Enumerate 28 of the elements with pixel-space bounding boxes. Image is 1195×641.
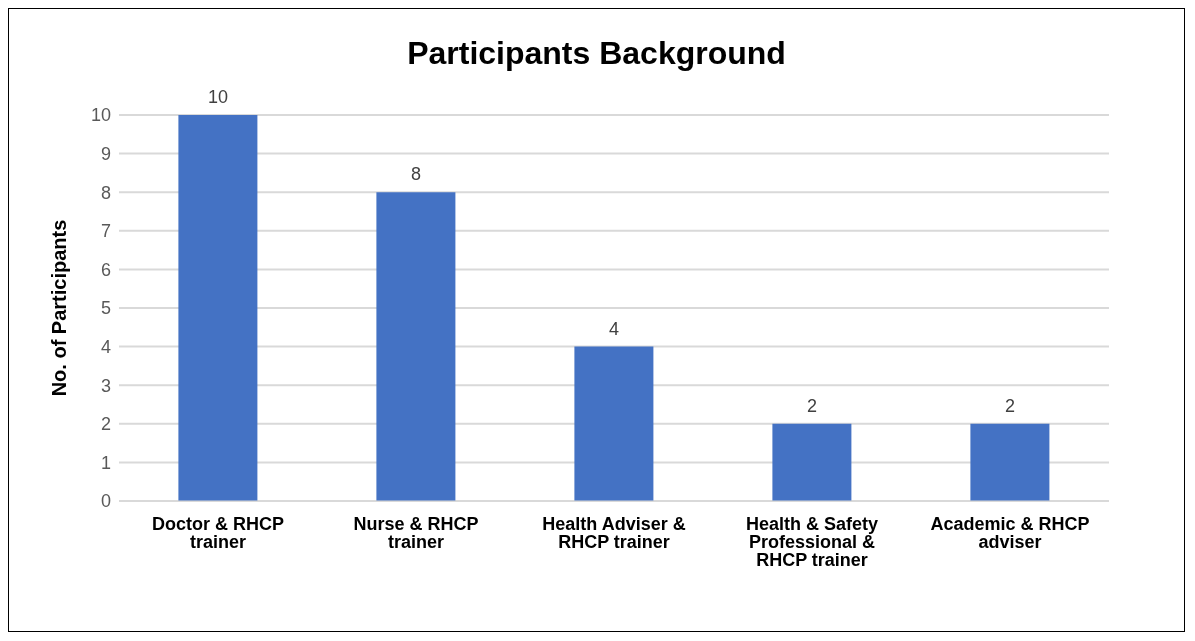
x-tick-label: Health Adviser & RHCP trainer	[542, 513, 686, 552]
data-label: 10	[207, 87, 228, 107]
y-tick-label: 5	[100, 298, 111, 319]
y-tick-label: 9	[100, 143, 111, 164]
x-tick-label: Nurse & RHCP trainer	[353, 513, 479, 552]
data-label: 2	[806, 395, 817, 416]
y-tick-label: 8	[100, 182, 111, 203]
data-label: 2	[1004, 395, 1015, 416]
x-tick-label: Doctor & RHCP trainer	[151, 513, 285, 552]
bar	[970, 423, 1050, 501]
y-tick-label: 10	[90, 105, 111, 126]
bar	[772, 423, 852, 501]
x-tick-label: Health & Safety Professional & RHCP trainer	[745, 513, 879, 570]
data-label: 4	[608, 318, 619, 339]
y-tick-label: 4	[100, 336, 111, 357]
y-tick-label: 3	[100, 375, 111, 396]
data-label: 8	[410, 164, 421, 185]
bar	[376, 192, 456, 501]
bar	[574, 346, 654, 501]
x-tick-label: Academic & RHCP adviser	[930, 513, 1090, 552]
y-tick-label: 7	[100, 221, 111, 242]
y-tick-label: 2	[100, 414, 111, 435]
y-tick-label: 1	[100, 452, 111, 473]
bar	[178, 115, 258, 501]
y-axis-title: No. of Participants	[48, 219, 71, 397]
y-tick-label: 6	[100, 259, 111, 280]
y-tick-label: 0	[100, 491, 111, 512]
chart-title: Participants Background	[406, 34, 787, 73]
